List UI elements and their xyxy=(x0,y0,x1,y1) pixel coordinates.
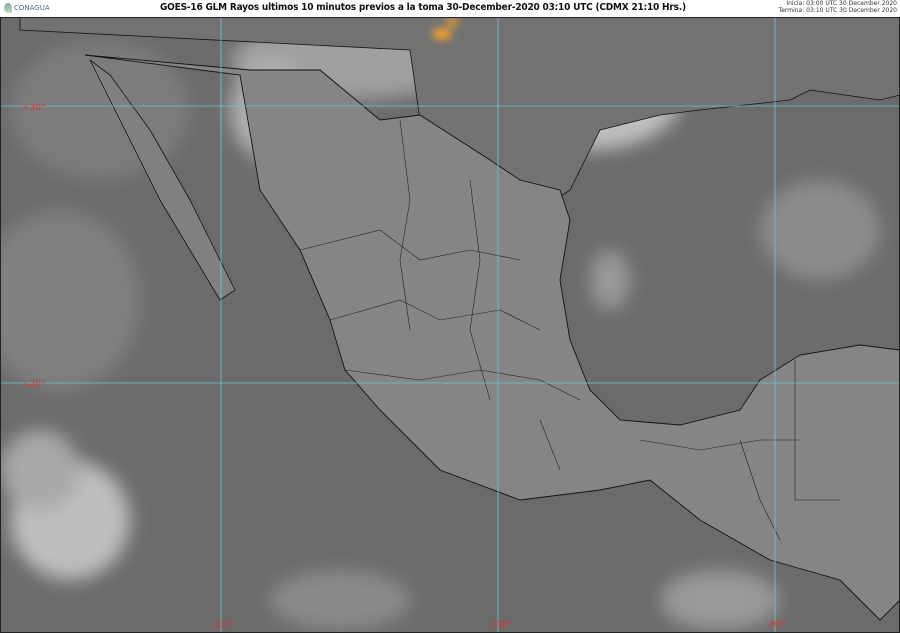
time-range: Inicia: 03:00 UTC 30 December 2020 Termi… xyxy=(779,0,897,14)
end-time: Termina: 03:10 UTC 30 December 2020 xyxy=(778,7,897,14)
lat-label-20: +20° xyxy=(22,380,46,390)
logo-text: CONAGUA xyxy=(14,4,50,12)
start-time: Inicia: 03:00 UTC 30 December 2020 xyxy=(786,0,897,7)
header-bar: CONAGUA GOES-16 GLM Rayos ultimos 10 min… xyxy=(0,0,900,18)
conagua-logo: CONAGUA xyxy=(4,3,50,13)
graticule xyxy=(0,17,900,633)
lat-label-30: +30° xyxy=(22,103,46,113)
logo-icon xyxy=(4,3,12,13)
satellite-map: +30° +20° -110° -100° -90° xyxy=(0,17,900,633)
image-title: GOES-16 GLM Rayos ultimos 10 minutos pre… xyxy=(160,2,686,13)
lon-label-100: -100° xyxy=(487,620,512,630)
land-outline xyxy=(19,17,900,621)
lightning-strikes xyxy=(432,18,458,40)
lon-label-90: -90° xyxy=(767,620,786,630)
lon-label-110: -110° xyxy=(210,620,235,630)
